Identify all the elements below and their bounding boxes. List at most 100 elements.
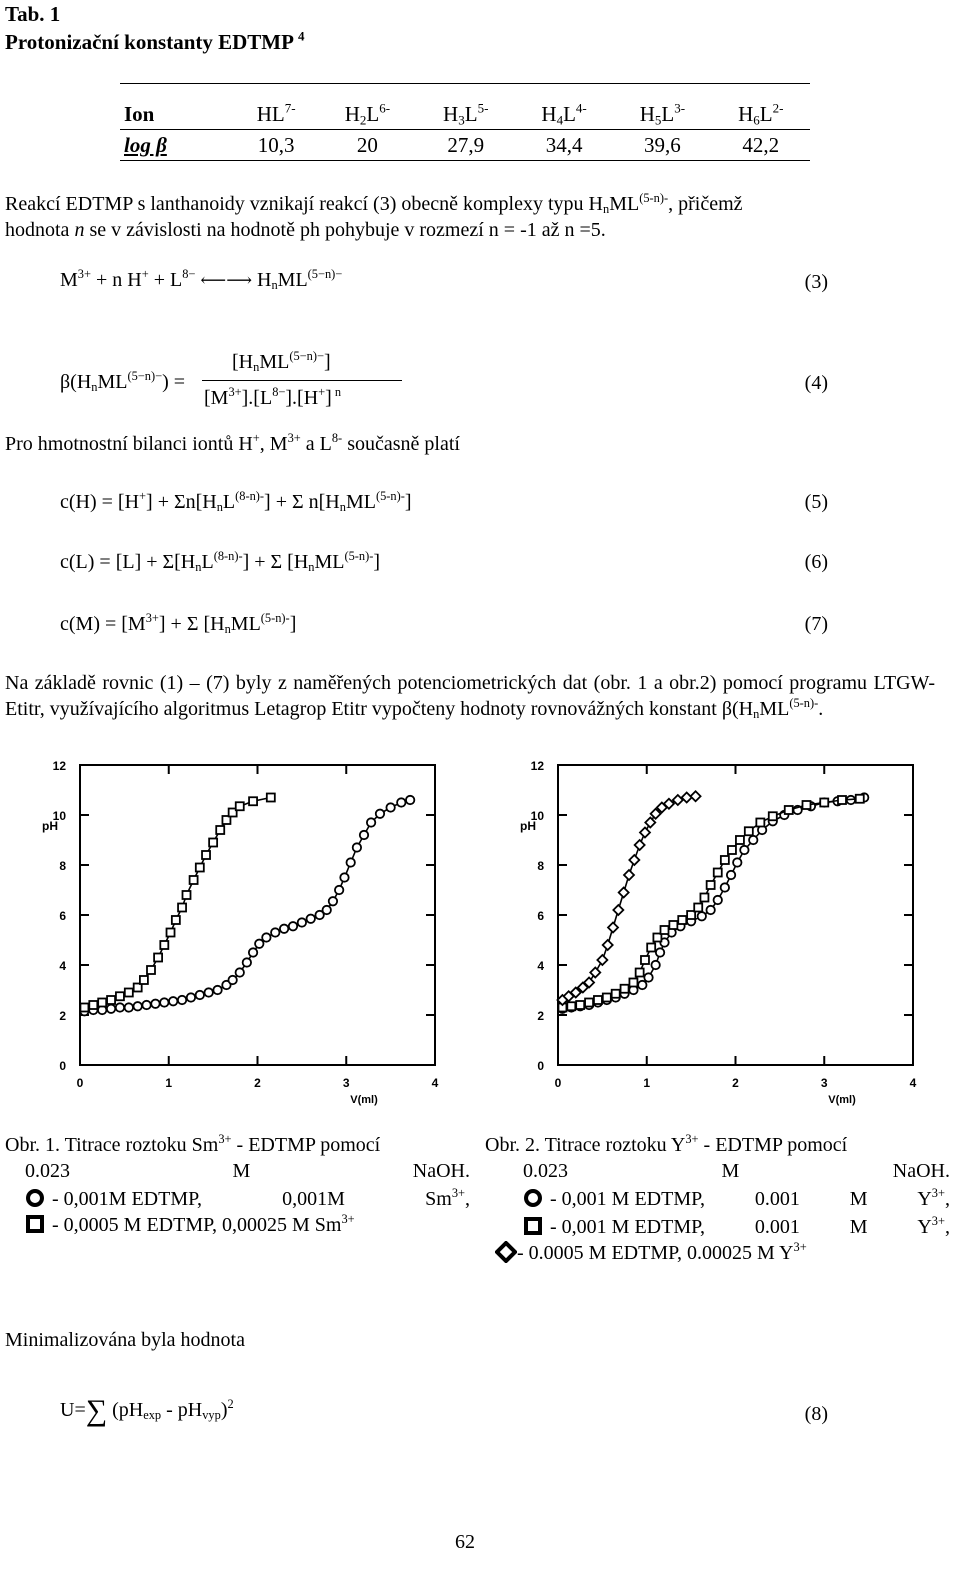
ion-cell: H2L6- xyxy=(344,100,391,127)
x-tick-label: 1 xyxy=(643,1076,650,1090)
diamond-marker-icon xyxy=(494,1240,518,1264)
data-point-circle xyxy=(712,894,723,906)
data-point-square xyxy=(755,817,766,828)
data-point-square xyxy=(727,845,737,855)
data-point-square xyxy=(215,825,226,835)
data-point-square xyxy=(165,927,176,938)
data-point-circle xyxy=(327,896,339,907)
ion-cell: H6L2- xyxy=(738,100,784,127)
data-point-circle xyxy=(358,829,370,841)
data-point-square xyxy=(153,952,163,963)
data-point-circle xyxy=(305,913,316,924)
data-point-square xyxy=(628,977,639,988)
data-point-diamond xyxy=(638,826,652,839)
data-point-circle xyxy=(405,794,416,806)
equation-6: c(L) = [L] + Σ[HnL(8-n)-] + Σ [HnML(5-n)… xyxy=(60,548,381,575)
data-point-square xyxy=(221,815,232,825)
data-point-square xyxy=(719,855,730,865)
data-point-circle xyxy=(227,974,238,986)
y-tick-label: 12 xyxy=(53,759,67,773)
data-point-diamond xyxy=(628,853,641,867)
equation-7: c(M) = [M3+] + Σ [HnML(5-n)-] xyxy=(60,610,297,637)
equation-4-denominator: [M3+].[L8−].[H+] n xyxy=(204,384,342,409)
data-point-circle xyxy=(150,998,161,1009)
data-point-circle xyxy=(396,797,407,808)
y-tick-label: 10 xyxy=(531,809,545,823)
data-point-square xyxy=(601,992,612,1003)
data-point-square xyxy=(188,875,199,885)
data-point-circle xyxy=(123,1002,134,1013)
x-tick-label: 1 xyxy=(165,1076,172,1090)
table-row: log β 10,3 20 27,9 34,4 39,6 42,2 xyxy=(120,130,810,161)
data-point-diamond xyxy=(649,807,662,821)
results-paragraph: Na základě rovnic (1) – (7) byly z naměř… xyxy=(5,672,935,722)
data-point-circle xyxy=(659,937,670,948)
data-point-circle xyxy=(247,947,259,958)
data-point-circle xyxy=(725,869,737,881)
data-point-circle xyxy=(345,857,356,868)
plot-frame xyxy=(557,764,914,1066)
x-tick-label: 4 xyxy=(432,1076,439,1090)
data-point-circle xyxy=(212,984,223,996)
logbeta-header: log β xyxy=(124,132,167,157)
x-axis-label: V(ml) xyxy=(828,1094,856,1106)
data-point-diamond xyxy=(612,903,625,917)
value-cell: 39,6 xyxy=(644,132,681,157)
data-point-square xyxy=(699,892,710,903)
ion-cell: H3L5- xyxy=(443,100,489,127)
data-point-diamond xyxy=(689,789,702,803)
data-point-circle xyxy=(637,979,648,991)
fit-curve xyxy=(562,796,865,1010)
data-point-circle xyxy=(203,987,214,998)
data-point-square xyxy=(234,801,245,812)
equation-6-number: (6) xyxy=(804,551,828,573)
data-point-square xyxy=(646,942,657,953)
data-point-square xyxy=(619,983,630,994)
value-cell: 10,3 xyxy=(257,132,295,157)
x-tick-label: 2 xyxy=(732,1076,739,1090)
data-point-circle xyxy=(105,1003,117,1014)
data-point-circle xyxy=(321,904,332,916)
y-tick-label: 4 xyxy=(59,959,66,973)
x-tick-label: 0 xyxy=(77,1076,84,1090)
data-point-square xyxy=(88,1000,99,1010)
protonation-table: Ion HL7- H2L6- H3L5- H4L4- H5L3- H6L2- l… xyxy=(120,99,810,161)
y-tick-label: 6 xyxy=(59,909,66,923)
data-point-square xyxy=(640,955,650,965)
data-point-square xyxy=(106,995,116,1005)
figure-2-caption: Obr. 2. Titrace roztoku Y3+ - EDTMP pomo… xyxy=(485,1131,950,1264)
ion-cell: HL7- xyxy=(256,100,296,126)
data-point-square xyxy=(767,811,778,822)
data-point-square xyxy=(668,920,679,930)
y-tick-label: 2 xyxy=(59,1009,66,1023)
data-point-square xyxy=(712,867,723,878)
data-point-square xyxy=(634,967,645,978)
x-tick-label: 0 xyxy=(555,1076,562,1090)
intro-paragraph: Reakcí EDTMP s lanthanoidy vznikají reak… xyxy=(5,190,743,241)
ion-cell: H4L4- xyxy=(541,100,587,127)
data-point-square xyxy=(123,987,134,998)
data-point-diamond xyxy=(596,953,609,967)
y-tick-label: 2 xyxy=(537,1009,544,1023)
data-point-square xyxy=(837,795,847,805)
y-axis-label: pH xyxy=(520,819,536,833)
circle-marker-icon xyxy=(524,1189,542,1207)
equation-8-number: (8) xyxy=(804,1403,828,1425)
equation-4-lhs: β(HnML(5−n)−) = xyxy=(60,368,186,395)
data-point-square xyxy=(743,826,754,837)
data-point-diamond xyxy=(622,868,636,882)
data-point-square xyxy=(132,982,143,993)
data-point-square xyxy=(194,862,205,873)
y-tick-label: 0 xyxy=(59,1059,66,1073)
data-point-square xyxy=(677,915,688,925)
data-point-square xyxy=(659,925,670,935)
data-point-circle xyxy=(261,932,272,943)
data-point-diamond xyxy=(606,921,620,934)
y-tick-label: 4 xyxy=(537,959,544,973)
equation-5: c(H) = [H+] + Σn[HnL(8-n)-] + Σ n[HnML(5… xyxy=(60,488,412,515)
x-axis-label: V(ml) xyxy=(350,1094,378,1106)
data-point-square xyxy=(201,850,211,860)
square-marker-icon xyxy=(524,1217,542,1235)
data-point-square xyxy=(159,940,170,950)
